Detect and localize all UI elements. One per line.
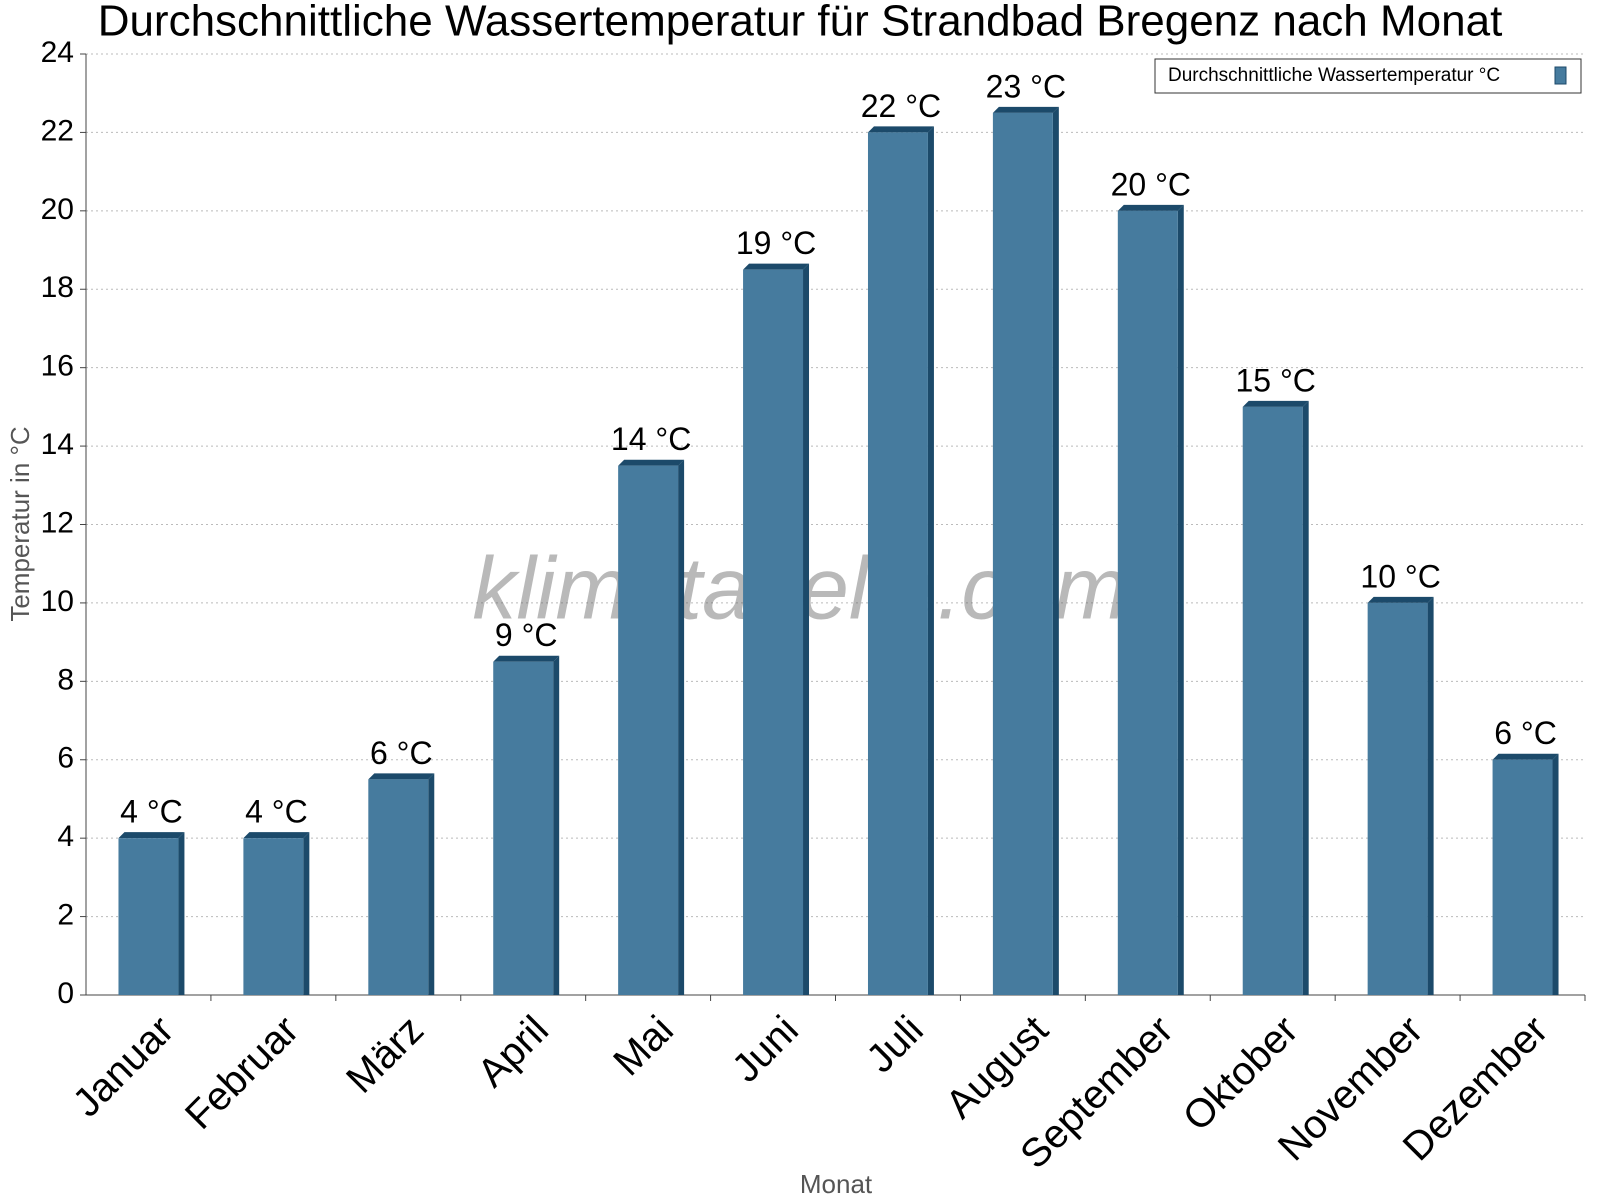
y-tick-label: 0 bbox=[57, 977, 74, 1010]
y-tick-label: 8 bbox=[57, 663, 74, 696]
y-tick-label: 22 bbox=[41, 114, 74, 147]
value-label: 4 °C bbox=[245, 794, 308, 830]
y-tick-label: 20 bbox=[41, 193, 74, 226]
bar bbox=[867, 132, 928, 995]
bar-group bbox=[992, 106, 1059, 995]
value-label: 19 °C bbox=[736, 225, 816, 261]
value-label: 6 °C bbox=[370, 735, 433, 771]
bar-group bbox=[1117, 204, 1184, 996]
bar-group bbox=[493, 655, 560, 995]
bar-top bbox=[743, 263, 810, 270]
y-tick-label: 4 bbox=[57, 820, 74, 853]
value-label: 14 °C bbox=[611, 421, 691, 457]
x-tick-label: Juni bbox=[724, 1008, 807, 1091]
bar-group bbox=[1492, 753, 1559, 995]
bar-side bbox=[678, 459, 685, 995]
bar bbox=[243, 838, 304, 995]
x-tick-label: August bbox=[938, 1008, 1057, 1127]
bar-top bbox=[118, 832, 185, 839]
bar-group bbox=[1242, 400, 1309, 995]
bar-side bbox=[428, 773, 435, 995]
bar bbox=[992, 112, 1053, 995]
bar-side bbox=[1302, 400, 1309, 995]
y-tick-label: 16 bbox=[41, 350, 74, 383]
bar-side bbox=[1052, 106, 1059, 995]
y-axis-title: Temperatur in °C bbox=[5, 426, 35, 621]
y-tick-label: 14 bbox=[41, 428, 74, 461]
y-tick-label: 2 bbox=[57, 899, 74, 932]
bar-top bbox=[1117, 204, 1184, 211]
bar-top bbox=[1492, 753, 1559, 760]
bar-top bbox=[493, 655, 560, 662]
chart-title: Durchschnittliche Wassertemperatur für S… bbox=[98, 0, 1503, 46]
y-tick-label: 10 bbox=[41, 585, 74, 618]
legend: Durchschnittliche Wassertemperatur °C bbox=[1154, 58, 1582, 94]
bar-side bbox=[927, 126, 934, 995]
value-label: 9 °C bbox=[495, 617, 558, 653]
bar-side bbox=[178, 832, 185, 995]
bar bbox=[118, 838, 179, 995]
y-tick-label: 6 bbox=[57, 742, 74, 775]
bar-side bbox=[303, 832, 310, 995]
bar-side bbox=[1427, 596, 1434, 995]
x-tick-label: Mai bbox=[605, 1008, 682, 1085]
bar-group bbox=[743, 263, 810, 995]
bar-top bbox=[1367, 596, 1434, 603]
bar-top bbox=[368, 773, 435, 780]
x-tick-label: Februar bbox=[177, 1008, 307, 1138]
bar bbox=[1117, 210, 1178, 996]
legend-box bbox=[1154, 58, 1582, 94]
bar bbox=[1367, 602, 1428, 995]
bar-top bbox=[1242, 400, 1309, 407]
bar-side bbox=[1177, 204, 1184, 996]
value-label: 6 °C bbox=[1494, 715, 1557, 751]
bar-side bbox=[553, 655, 560, 995]
x-tick-label: Juli bbox=[858, 1008, 932, 1082]
value-label: 22 °C bbox=[861, 88, 941, 124]
bar bbox=[743, 269, 804, 995]
bar-group bbox=[618, 459, 685, 995]
x-tick-label: Oktober bbox=[1175, 1008, 1307, 1140]
x-tick-label: März bbox=[338, 1008, 432, 1102]
bar-top bbox=[243, 832, 310, 839]
x-axis-title: Monat bbox=[800, 1169, 873, 1199]
bar-group bbox=[1367, 596, 1434, 995]
legend-swatch bbox=[1554, 66, 1567, 85]
bar-side bbox=[803, 263, 810, 995]
bar-top bbox=[618, 459, 685, 466]
value-label: 23 °C bbox=[986, 68, 1066, 104]
bar bbox=[618, 465, 679, 995]
legend-label: Durchschnittliche Wassertemperatur °C bbox=[1168, 65, 1500, 86]
value-label: 15 °C bbox=[1236, 362, 1316, 398]
x-tick-label: April bbox=[469, 1008, 557, 1096]
bar-side bbox=[1552, 753, 1559, 995]
value-label: 10 °C bbox=[1360, 558, 1440, 594]
bar-top bbox=[867, 126, 934, 133]
bar bbox=[1492, 759, 1553, 995]
bar-top bbox=[992, 106, 1059, 113]
y-tick-label: 18 bbox=[41, 271, 74, 304]
bar bbox=[493, 661, 554, 995]
y-tick-label: 24 bbox=[41, 36, 74, 69]
bar bbox=[368, 779, 429, 995]
bar-group bbox=[243, 832, 310, 995]
bar-group bbox=[867, 126, 934, 995]
bar bbox=[1242, 406, 1303, 995]
value-label: 20 °C bbox=[1111, 166, 1191, 202]
y-tick-label: 12 bbox=[41, 506, 74, 539]
x-tick-label: Januar bbox=[65, 1008, 183, 1126]
bar-group bbox=[118, 832, 185, 995]
bar-group bbox=[368, 773, 435, 995]
value-label: 4 °C bbox=[120, 794, 183, 830]
